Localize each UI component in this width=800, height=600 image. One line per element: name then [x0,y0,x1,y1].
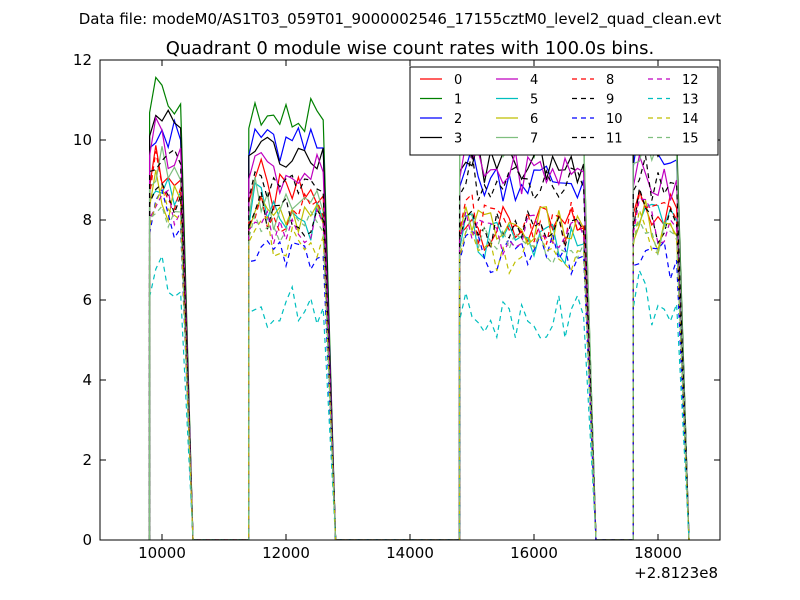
series-line-6 [148,169,690,540]
series-line-9 [148,182,690,540]
x-tick-label: 16000 [510,544,558,562]
legend-frame [409,66,719,156]
legend-label: 6 [530,112,538,127]
series-line-5 [148,176,690,540]
legend-label: 9 [606,93,614,108]
chart-suptitle: Data file: modeM0/AS1T03_059T01_90000025… [79,10,722,29]
series-line-12 [148,189,690,540]
legend-label: 11 [606,132,623,147]
series-line-4 [148,115,690,540]
x-tick-label: 18000 [634,544,682,562]
series-line-3 [148,109,690,540]
series-line-11 [148,148,690,540]
series-line-7 [148,107,690,540]
x-tick-label: 12000 [262,544,310,562]
series-line-0 [148,145,690,540]
legend-label: 7 [530,132,538,147]
y-tick-label: 12 [73,51,92,69]
series-line-15 [148,204,690,540]
y-tick-label: 10 [73,131,92,149]
legend-label: 10 [606,112,623,127]
legend-label: 2 [454,112,462,127]
chart-title: Quadrant 0 module wise count rates with … [166,38,655,59]
series-line-2 [148,118,690,540]
x-tick-label: 14000 [386,544,434,562]
legend-label: 3 [454,132,462,147]
legend-label: 1 [454,93,462,108]
series-line-14 [148,184,690,540]
legend-label: 13 [682,93,699,108]
y-tick-label: 8 [82,211,92,229]
y-tick-label: 0 [82,531,92,549]
x-offset-label: +2.8123e8 [634,564,718,582]
series-line-13 [148,254,690,540]
legend-label: 15 [682,132,699,147]
y-tick-label: 2 [82,451,92,469]
legend-label: 8 [606,73,614,88]
legend-label: 5 [530,93,538,108]
series-line-8 [148,151,690,540]
y-tick-label: 6 [82,291,92,309]
legend-label: 4 [530,73,538,88]
legend-label: 12 [682,73,699,88]
legend-label: 14 [682,112,699,127]
x-tick-label: 10000 [138,544,186,562]
series-line-10 [148,188,690,540]
legend-label: 0 [454,73,462,88]
y-tick-label: 4 [82,371,92,389]
